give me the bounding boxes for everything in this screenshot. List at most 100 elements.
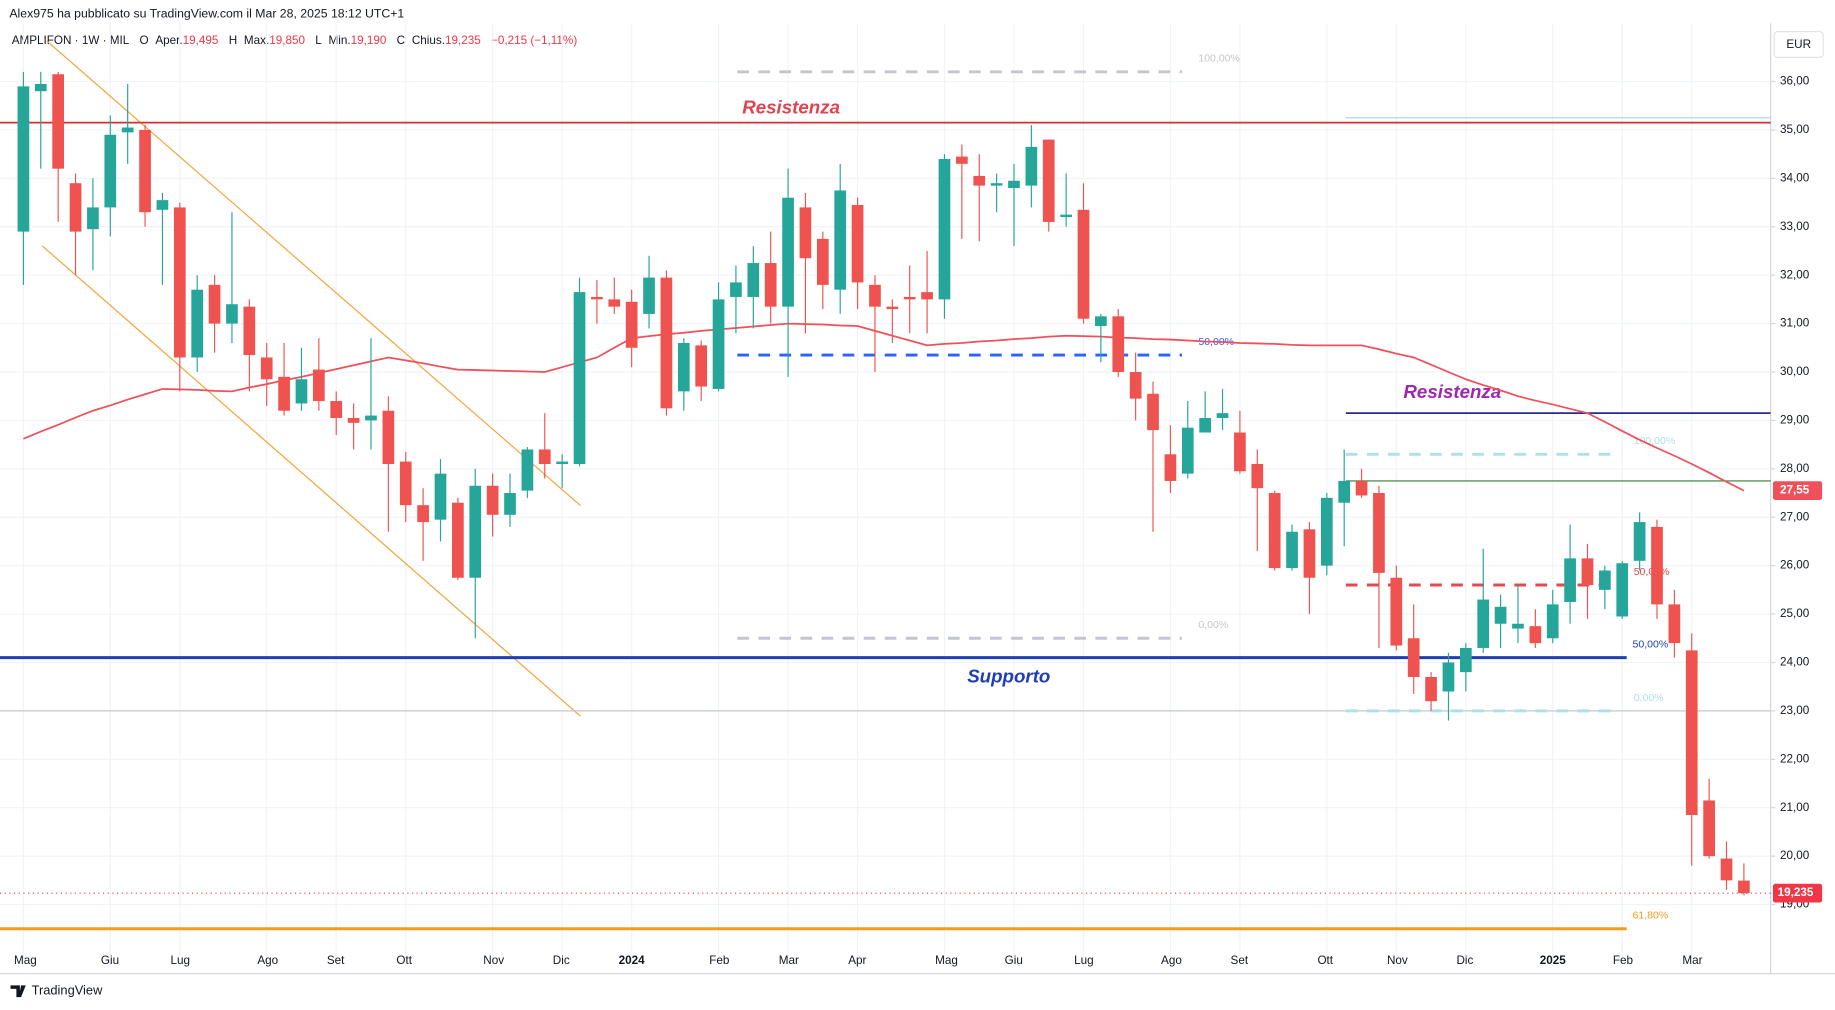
candle-body (347, 417, 360, 423)
candle-body (1181, 427, 1194, 474)
candle-body (747, 263, 760, 297)
candle-body (573, 292, 586, 464)
y-tick-label: 29,00 (1780, 414, 1810, 427)
candle-body (1303, 529, 1316, 578)
candle-body (1164, 454, 1177, 481)
candle-body (1286, 531, 1298, 569)
y-tick-label: 34,00 (1780, 171, 1810, 184)
x-tick-label: Lug (170, 954, 190, 967)
candle-body (139, 129, 151, 213)
candle-body (226, 304, 238, 324)
y-tick-label: 26,00 (1780, 559, 1810, 572)
candle-body (434, 473, 447, 520)
y-tick-label: 36,00 (1780, 75, 1810, 88)
ohlc-key: H (229, 34, 237, 47)
ohlc-key: O (140, 34, 149, 47)
symbol: AMPLIFON · 1W · MIL (12, 34, 130, 47)
candle-body (52, 74, 65, 169)
y-tick-label: 28,00 (1780, 462, 1810, 475)
currency-box[interactable] (1773, 31, 1824, 58)
candle-body (1268, 493, 1281, 569)
candle-body (469, 485, 482, 578)
candle-body (1633, 522, 1646, 561)
x-tick-label: Dic (553, 954, 570, 967)
x-tick-label: Apr (848, 954, 866, 967)
ohlc-key: C (397, 34, 405, 47)
candle-body (730, 282, 742, 297)
publisher-line: Alex975 ha pubblicato su TradingView.com… (9, 6, 404, 20)
fib-label: 100,00% (1634, 435, 1676, 447)
level-label: Supporto (967, 665, 1050, 686)
candle-body (330, 401, 343, 418)
candle-body (208, 284, 221, 324)
candle-body (365, 415, 377, 421)
x-tick-label: Ago (257, 954, 278, 967)
ohlc-value: 19,495 (183, 34, 219, 47)
candle-body (399, 461, 412, 506)
candle-body (591, 296, 603, 300)
candle-body (173, 207, 186, 358)
fib-label: 0,00% (1198, 619, 1228, 631)
candle-body (1703, 800, 1715, 857)
ohlc-value: 19,190 (351, 34, 387, 47)
y-tick-label: 21,00 (1780, 801, 1810, 814)
channel-line (46, 40, 581, 507)
candle-body (1373, 493, 1385, 573)
candle-body (869, 284, 881, 307)
candle-body (312, 369, 325, 402)
candle-body (799, 207, 812, 259)
candle-body (121, 127, 134, 133)
candle-body (608, 299, 621, 307)
candle-body (816, 238, 829, 285)
x-tick-label: Mag (14, 954, 37, 967)
x-tick-label: Dic (1456, 954, 1473, 967)
candle-body (1320, 497, 1333, 566)
candle-body (660, 277, 673, 409)
candle-body (1199, 417, 1212, 433)
candle-body (1494, 606, 1507, 624)
candle-body (1529, 626, 1542, 644)
candle-body (521, 449, 534, 491)
candle-body (260, 357, 273, 380)
candle-body (1546, 604, 1559, 639)
candle-body (1216, 413, 1229, 418)
candle-body (1008, 180, 1020, 189)
candle-body (1407, 638, 1420, 678)
x-tick-label: Giu (1005, 954, 1023, 967)
candle-body (382, 410, 395, 464)
candle-body (921, 292, 933, 300)
x-tick-label: Ago (1161, 954, 1182, 967)
candle-body (643, 277, 655, 314)
y-tick-label: 31,00 (1780, 317, 1810, 330)
candle-body (1425, 677, 1437, 702)
candle-body (1095, 316, 1107, 327)
level-tag: 50,00% (1633, 639, 1669, 651)
x-tick-label: Lug (1074, 954, 1094, 967)
x-tick-label: Nov (483, 954, 504, 967)
y-tick-label: 30,00 (1780, 365, 1810, 378)
candle-body (69, 183, 82, 232)
y-tick-label: 24,00 (1780, 656, 1810, 669)
candle-body (1060, 214, 1072, 218)
candle-body (1720, 858, 1733, 881)
candle-body (278, 376, 290, 411)
candle-body (973, 175, 986, 186)
candle-body (1668, 604, 1681, 644)
candle-body (1738, 880, 1750, 894)
candle-body (1355, 480, 1368, 496)
candle-body (956, 156, 968, 164)
candle-body (17, 86, 30, 232)
y-tick-label: 20,00 (1780, 849, 1810, 862)
footer-brand: TradingView (32, 983, 103, 998)
candle-body (295, 379, 308, 404)
price-tag (1772, 883, 1823, 903)
candle-body (1599, 570, 1611, 590)
candle-body (1459, 647, 1472, 673)
y-tick-label: 32,00 (1780, 268, 1810, 281)
y-tick-label: 23,00 (1780, 704, 1810, 717)
candle-body (990, 183, 1003, 186)
candle-body (1512, 623, 1524, 629)
ohlc-value: 19,235 (445, 34, 481, 47)
candle-body (1147, 393, 1159, 431)
